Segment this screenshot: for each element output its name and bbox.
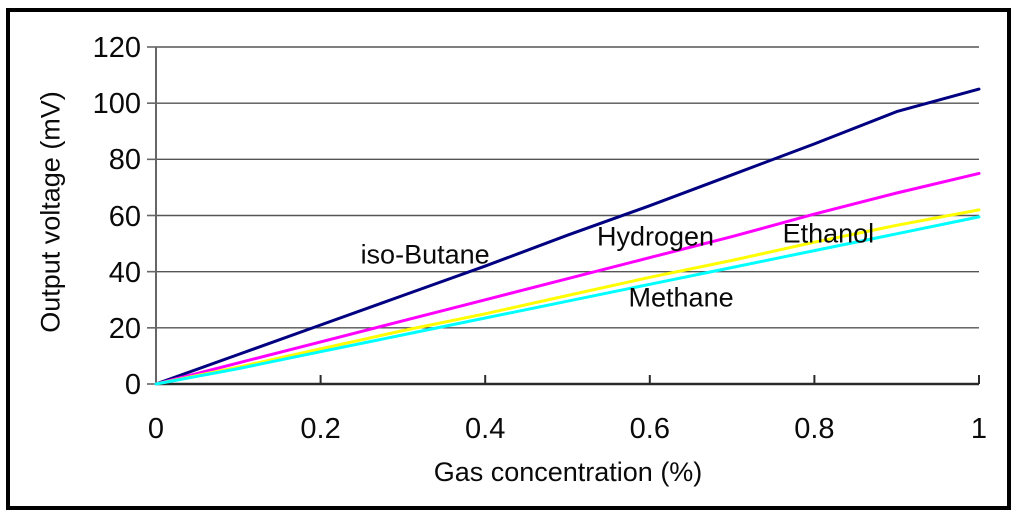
x-axis-title: Gas concentration (%)	[433, 457, 703, 487]
series-line-methane	[154, 215, 981, 386]
series-label-ethanol: Ethanol	[782, 218, 875, 249]
y-tick-label-0: 0	[124, 369, 141, 401]
y-tick-label-100: 100	[92, 88, 141, 121]
x-tick-label-1: 1	[970, 413, 988, 445]
series-line-hydrogen	[154, 171, 981, 386]
y-tick-label-20: 20	[108, 312, 141, 345]
y-tick-label-80: 80	[108, 144, 141, 177]
series-line-ethanol	[154, 208, 981, 386]
y-axis-title: Output voltage (mV)	[35, 91, 66, 333]
y-tick-label-60: 60	[108, 200, 141, 233]
series-line-iso-butane	[154, 87, 981, 386]
x-tick-label-0.4: 0.4	[465, 413, 506, 445]
y-tick-label-40: 40	[108, 256, 141, 289]
series-label-methane: Methane	[628, 282, 734, 313]
series-label-iso-butane: iso-Butane	[360, 239, 490, 270]
x-tick-label-0.2: 0.2	[300, 413, 341, 445]
x-tick-label-0.8: 0.8	[794, 413, 835, 445]
x-tick-label-0: 0	[147, 413, 165, 445]
series-label-hydrogen: Hydrogen	[597, 221, 715, 252]
y-tick-label-120: 120	[92, 32, 141, 64]
x-tick-label-0.6: 0.6	[629, 413, 670, 445]
